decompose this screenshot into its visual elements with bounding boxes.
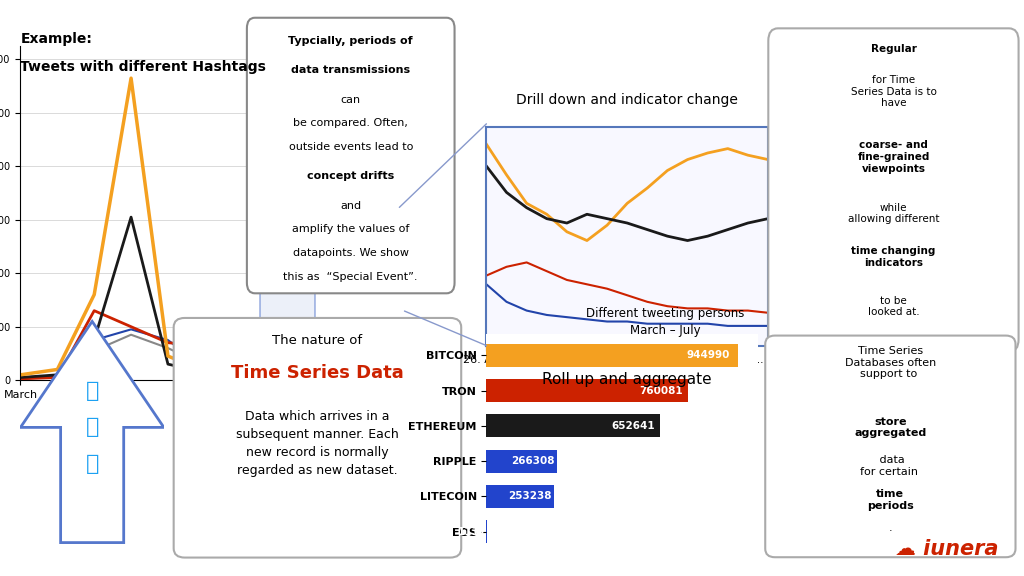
Text: 1117: 1117 bbox=[458, 526, 486, 537]
Text: March – July: March – July bbox=[631, 324, 700, 337]
Text: and: and bbox=[340, 200, 361, 211]
Bar bbox=[486, 379, 688, 402]
Bar bbox=[486, 485, 554, 508]
Text: 🐦: 🐦 bbox=[85, 454, 99, 474]
Text: Example:: Example: bbox=[20, 32, 92, 46]
Text: 🐦: 🐦 bbox=[85, 418, 99, 437]
Text: data
for certain: data for certain bbox=[859, 455, 922, 476]
Text: coarse- and
fine-grained
viewpoints: coarse- and fine-grained viewpoints bbox=[857, 141, 930, 173]
Text: Typcially, periods of: Typcially, periods of bbox=[289, 36, 413, 46]
Text: store
aggregated: store aggregated bbox=[854, 416, 927, 438]
Text: data transmissions: data transmissions bbox=[291, 66, 411, 75]
Text: Tweets with different Hashtags: Tweets with different Hashtags bbox=[20, 60, 266, 74]
Text: Time Series Data: Time Series Data bbox=[231, 364, 403, 382]
Text: can: can bbox=[341, 94, 360, 105]
Polygon shape bbox=[20, 321, 164, 543]
Text: be compared. Often,: be compared. Often, bbox=[293, 119, 409, 128]
FancyBboxPatch shape bbox=[765, 336, 1016, 557]
Text: 652641: 652641 bbox=[611, 421, 654, 431]
Text: The nature of: The nature of bbox=[272, 334, 362, 347]
Text: this as  “Special Event”.: this as “Special Event”. bbox=[284, 272, 418, 282]
Bar bbox=[260, 54, 315, 380]
FancyBboxPatch shape bbox=[174, 318, 461, 558]
Text: 🐦: 🐦 bbox=[85, 381, 99, 400]
Bar bbox=[486, 344, 737, 367]
FancyBboxPatch shape bbox=[247, 18, 455, 293]
Text: .: . bbox=[889, 523, 892, 533]
Bar bbox=[486, 415, 659, 437]
Polygon shape bbox=[587, 360, 667, 415]
Text: amplify the values of: amplify the values of bbox=[292, 225, 410, 234]
Text: ☁ iunera: ☁ iunera bbox=[895, 539, 998, 559]
Bar bbox=[486, 450, 557, 472]
Text: time changing
indicators: time changing indicators bbox=[851, 246, 936, 268]
Text: concept drifts: concept drifts bbox=[307, 172, 394, 181]
Text: Special
Event: Special Event bbox=[269, 329, 302, 348]
Text: 760081: 760081 bbox=[639, 386, 682, 396]
Text: Roll up and aggregate: Roll up and aggregate bbox=[542, 372, 712, 386]
Text: time
periods: time periods bbox=[867, 489, 913, 510]
Text: Drill down and indicator change: Drill down and indicator change bbox=[516, 93, 737, 107]
Text: for Time
Series Data is to
have: for Time Series Data is to have bbox=[851, 75, 936, 108]
Text: Data which arrives in a
subsequent manner. Each
new record is normally
regarded : Data which arrives in a subsequent manne… bbox=[237, 410, 398, 477]
Text: 253238: 253238 bbox=[508, 491, 552, 501]
Text: to be
looked at.: to be looked at. bbox=[867, 296, 920, 317]
Text: 266308: 266308 bbox=[512, 456, 555, 466]
FancyBboxPatch shape bbox=[768, 28, 1019, 352]
Text: Time Series
Databases often
support to: Time Series Databases often support to bbox=[845, 346, 936, 380]
Text: Regular: Regular bbox=[870, 44, 916, 54]
Text: 944990: 944990 bbox=[687, 350, 730, 361]
Text: Different tweeting persons: Different tweeting persons bbox=[587, 306, 744, 320]
Text: while
allowing different: while allowing different bbox=[848, 203, 939, 224]
Text: datapoints. We show: datapoints. We show bbox=[293, 248, 409, 258]
Text: outside events lead to: outside events lead to bbox=[289, 142, 413, 152]
